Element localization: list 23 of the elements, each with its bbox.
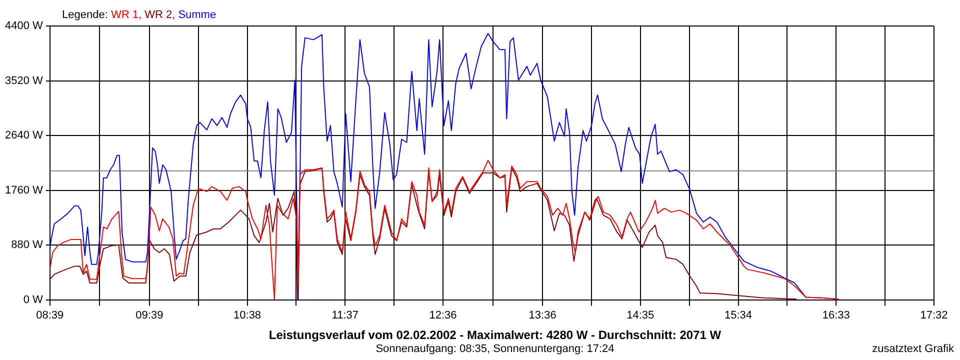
x-tick-label: 09:39: [136, 309, 164, 322]
y-tick-label: 0 W: [23, 294, 44, 306]
x-tick-label: 08:39: [36, 309, 64, 322]
y-tick-label: 1760 W: [4, 184, 44, 196]
x-tick-label: 10:38: [234, 309, 262, 322]
y-tick-label: 880 W: [11, 239, 44, 252]
x-tick-label: 15:34: [724, 309, 752, 322]
text: Sonnenaufgang: 08:35, Sonnenuntergang: 17:24: [376, 343, 614, 355]
x-tick-label: 11:37: [332, 309, 359, 322]
text: Leistungsverlauf vom 02.02.2002 - Maximalwert: 4280 W - Durchschnitt: 2071 W: [268, 328, 722, 342]
text: zusatztext Grafik: [872, 343, 954, 355]
x-tick-label: 17:32: [920, 309, 948, 322]
text: Summe: [178, 9, 216, 21]
x-tick-label: 12:36: [429, 309, 457, 322]
y-tick-label: 4400 W: [4, 20, 44, 32]
legend-title: Legende:: [62, 9, 109, 21]
y-tick-label: 3520 W: [4, 74, 44, 87]
y-tick-label: 2640 W: [4, 130, 44, 142]
x-tick-label: 16:33: [822, 309, 850, 322]
text: WR 2,: [144, 9, 176, 21]
x-tick-label: 14:35: [626, 309, 654, 322]
text: WR 1,: [110, 9, 142, 21]
x-tick-label: 13:36: [528, 309, 556, 322]
